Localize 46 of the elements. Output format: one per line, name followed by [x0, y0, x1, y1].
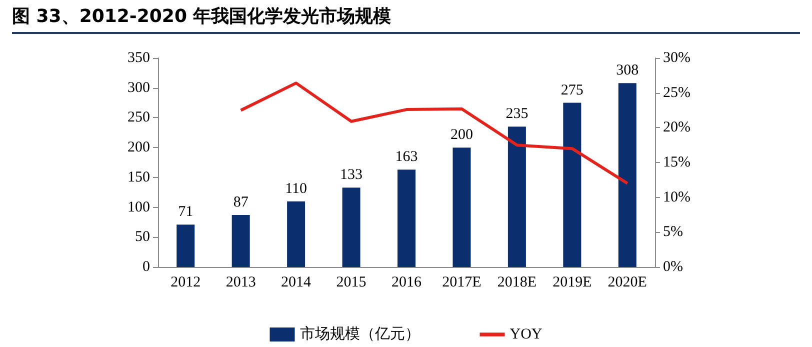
bar — [232, 215, 250, 267]
y-tick-label: 300 — [128, 80, 150, 96]
bar — [287, 201, 306, 267]
x-tick-label: 2017E — [442, 274, 482, 290]
bar — [563, 102, 582, 267]
y2-tick-label: 20% — [663, 120, 690, 136]
line-series — [239, 82, 629, 185]
data-label: 133 — [340, 167, 363, 184]
bar — [176, 224, 195, 267]
y-tick-label: 100 — [128, 199, 150, 216]
x-tick-label: 2020E — [608, 274, 647, 290]
y-tick-label: 200 — [128, 140, 150, 156]
y2-tick-label: 5% — [663, 224, 683, 240]
y2-tick-label: 15% — [663, 154, 690, 170]
data-label: 235 — [506, 106, 528, 122]
y-tick-label: 350 — [128, 50, 150, 66]
x-tick-label: 2014 — [281, 274, 312, 290]
x-tick-label: 2018E — [497, 274, 537, 290]
y-tick-label: 150 — [128, 169, 150, 186]
legend-label: 市场规模（亿元） — [300, 326, 420, 342]
bar — [398, 170, 416, 267]
chart-title: 图 33、2012-2020 年我国化学发光市场规模 — [12, 4, 800, 34]
y-tick-label: 250 — [128, 110, 150, 126]
data-label: 87 — [233, 194, 249, 211]
y2-tick-label: 0% — [663, 259, 683, 275]
data-label: 200 — [450, 127, 473, 144]
bar — [508, 126, 526, 267]
data-label: 275 — [560, 82, 584, 98]
x-tick-label: 2013 — [226, 274, 256, 290]
x-tick-label: 2012 — [170, 274, 201, 290]
y-tick-label: 50 — [135, 229, 150, 246]
y2-tick-label: 10% — [663, 189, 690, 206]
bar — [452, 148, 471, 267]
x-tick-label: 2019E — [552, 274, 592, 290]
y2-tick-label: 30% — [663, 50, 690, 66]
data-label: 308 — [616, 62, 639, 79]
bar — [342, 188, 360, 267]
x-tick-label: 2015 — [336, 274, 366, 290]
x-tick-label: 2016 — [392, 274, 422, 290]
y2-tick-label: 25% — [663, 84, 690, 101]
data-label: 163 — [395, 149, 418, 166]
bar — [618, 83, 636, 267]
data-label: 110 — [285, 180, 308, 197]
data-label: 71 — [178, 204, 194, 220]
y-tick-label: 0 — [142, 259, 150, 275]
legend-label: YOY — [510, 326, 542, 342]
